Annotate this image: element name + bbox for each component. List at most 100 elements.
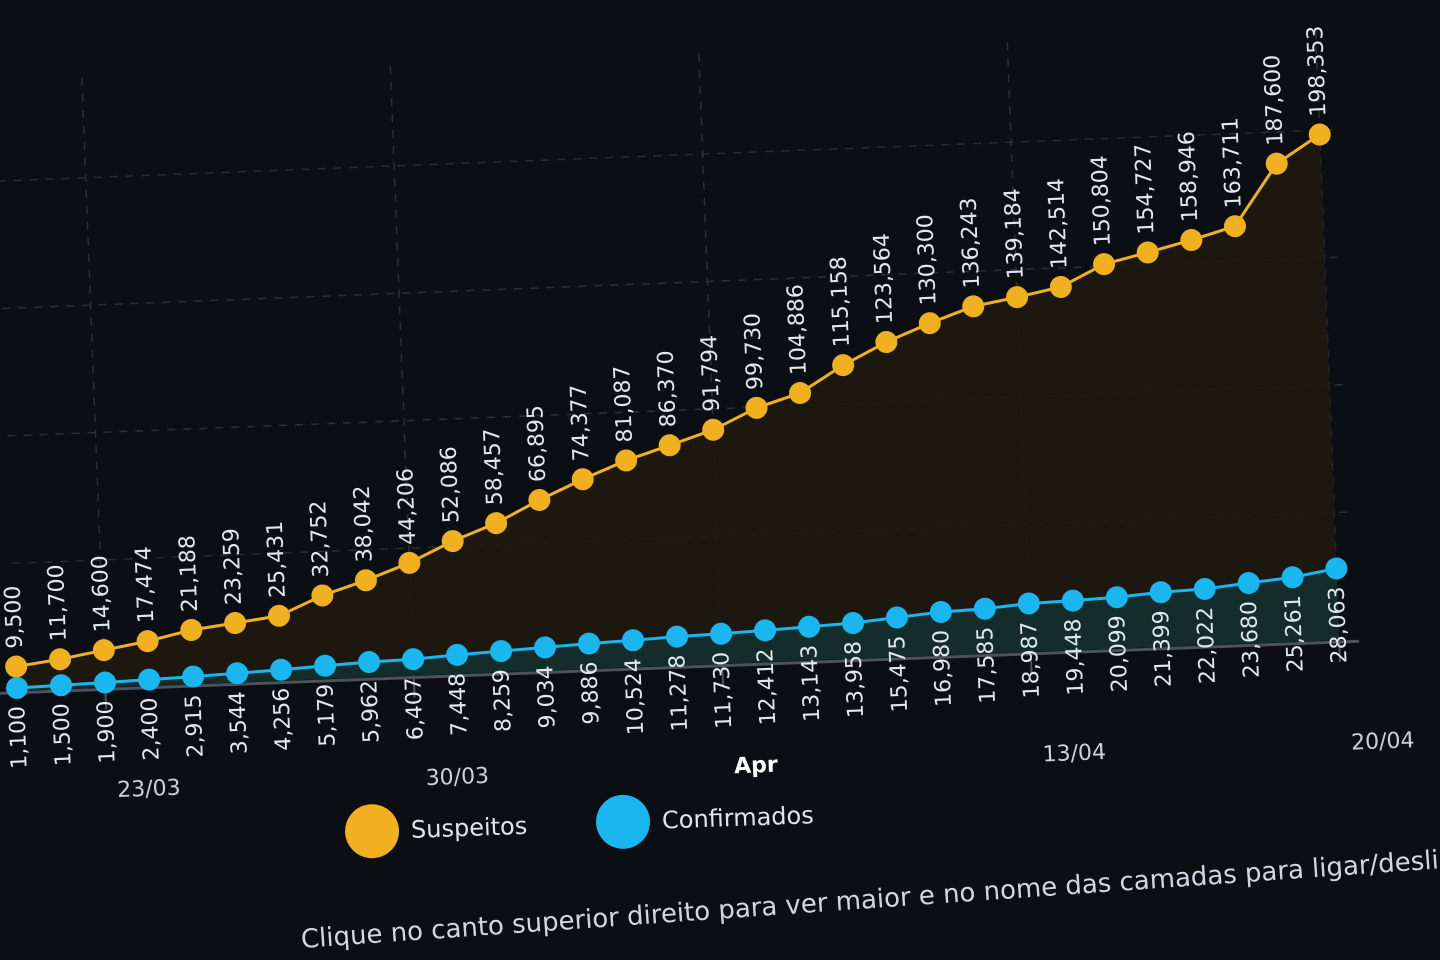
data-label-suspeitos: 38,042 <box>350 485 378 563</box>
x-tick <box>1029 651 1033 674</box>
point-confirmados <box>490 640 513 663</box>
point-suspeitos <box>5 655 28 678</box>
data-label-suspeitos: 91,794 <box>697 334 725 412</box>
point-suspeitos <box>224 612 247 635</box>
point-suspeitos <box>571 468 594 491</box>
data-label-confirmados: 2,400 <box>137 697 164 761</box>
point-confirmados <box>754 619 777 642</box>
data-label-suspeitos: 158,946 <box>1175 131 1203 223</box>
point-confirmados <box>446 643 469 666</box>
data-label-confirmados: 19,448 <box>1061 618 1089 696</box>
data-label-confirmados: 1,500 <box>49 703 76 767</box>
point-confirmados <box>1281 566 1304 589</box>
area-confirmados <box>17 568 1340 691</box>
point-suspeitos <box>1265 152 1288 175</box>
point-confirmados <box>1193 577 1216 600</box>
data-label-confirmados: 1,100 <box>5 705 32 769</box>
data-label-suspeitos: 198,353 <box>1303 25 1331 117</box>
data-label-confirmados: 10,524 <box>621 658 649 736</box>
legend-label-suspeitos: Suspeitos <box>410 811 528 844</box>
data-label-confirmados: 5,962 <box>357 680 384 744</box>
point-suspeitos <box>1308 123 1331 146</box>
point-confirmados <box>929 600 952 623</box>
data-label-suspeitos: 99,730 <box>740 312 768 390</box>
data-label-suspeitos: 23,259 <box>219 528 247 606</box>
point-suspeitos <box>918 312 941 335</box>
data-label-confirmados: 3,544 <box>225 691 252 755</box>
point-confirmados <box>358 651 381 674</box>
legend-item-suspeitos[interactable]: Suspeitos <box>344 799 528 860</box>
point-suspeitos <box>789 382 812 405</box>
data-label-suspeitos: 150,804 <box>1087 155 1115 247</box>
point-confirmados <box>50 674 73 697</box>
x-tick <box>721 663 725 686</box>
data-label-suspeitos: 130,300 <box>913 214 941 306</box>
data-label-confirmados: 23,680 <box>1237 601 1265 679</box>
point-suspeitos <box>485 512 508 535</box>
data-label-suspeitos: 17,474 <box>131 546 159 624</box>
legend-label-confirmados: Confirmados <box>661 801 815 835</box>
data-label-suspeitos: 14,600 <box>88 555 116 633</box>
data-label-confirmados: 12,412 <box>753 648 781 726</box>
point-suspeitos <box>311 584 334 607</box>
data-label-confirmados: 4,256 <box>269 687 296 751</box>
point-confirmados <box>1105 586 1128 609</box>
data-label-suspeitos: 86,370 <box>654 350 682 428</box>
x-tick-label: 30/03 <box>425 764 489 791</box>
data-label-suspeitos: 66,895 <box>523 405 551 483</box>
data-label-suspeitos: 81,087 <box>610 365 638 443</box>
x-tick <box>1338 639 1341 663</box>
point-confirmados <box>973 597 996 620</box>
data-label-confirmados: 17,585 <box>973 626 1001 704</box>
data-label-confirmados: 16,980 <box>929 629 957 707</box>
point-suspeitos <box>136 630 159 653</box>
point-suspeitos <box>615 449 638 472</box>
x-tick-label: 20/04 <box>1351 728 1415 755</box>
plot-area: 23/03 30/03 Apr 13/04 20/04 9,500 11,700 14,600… <box>0 25 1415 803</box>
point-confirmados <box>402 648 425 671</box>
data-label-suspeitos: 9,500 <box>1 585 28 649</box>
point-suspeitos <box>268 604 291 627</box>
point-suspeitos <box>832 354 855 377</box>
data-label-confirmados: 2,915 <box>181 694 208 758</box>
data-label-suspeitos: 32,752 <box>306 500 334 578</box>
point-confirmados <box>94 671 117 694</box>
point-confirmados <box>1149 581 1172 604</box>
data-label-suspeitos: 52,086 <box>437 446 465 524</box>
data-label-confirmados: 11,730 <box>709 651 737 729</box>
point-confirmados <box>182 665 205 688</box>
point-suspeitos <box>1180 229 1203 252</box>
data-label-confirmados: 22,022 <box>1193 606 1221 684</box>
point-suspeitos <box>745 396 768 419</box>
point-confirmados <box>622 629 645 652</box>
point-confirmados <box>666 625 689 648</box>
data-label-confirmados: 9,886 <box>577 661 604 725</box>
point-suspeitos <box>1006 286 1029 309</box>
data-label-confirmados: 13,958 <box>841 641 869 719</box>
point-suspeitos <box>875 331 898 354</box>
point-suspeitos <box>354 569 377 592</box>
point-confirmados <box>314 654 337 677</box>
legend-item-confirmados[interactable]: Confirmados <box>595 788 814 850</box>
data-label-confirmados: 20,099 <box>1105 615 1133 693</box>
data-label-suspeitos: 163,711 <box>1218 117 1246 209</box>
data-label-confirmados: 25,261 <box>1281 595 1309 673</box>
point-suspeitos <box>658 434 681 457</box>
point-suspeitos <box>1093 253 1116 276</box>
data-label-suspeitos: 139,184 <box>1000 188 1028 280</box>
x-tick <box>412 675 416 698</box>
point-confirmados <box>842 612 865 635</box>
data-label-suspeitos: 136,243 <box>957 197 985 289</box>
data-label-confirmados: 5,179 <box>313 683 340 747</box>
data-label-confirmados: 21,399 <box>1149 610 1177 688</box>
data-label-confirmados: 11,278 <box>665 654 693 732</box>
point-confirmados <box>798 615 821 638</box>
data-label-suspeitos: 74,377 <box>567 384 595 462</box>
point-confirmados <box>270 658 293 681</box>
data-label-confirmados: 8,259 <box>489 669 516 733</box>
data-label-suspeitos: 44,206 <box>393 467 421 545</box>
data-label-confirmados: 6,407 <box>401 677 428 741</box>
data-label-suspeitos: 115,158 <box>826 256 854 348</box>
confirmados-swatch-icon <box>595 793 651 850</box>
